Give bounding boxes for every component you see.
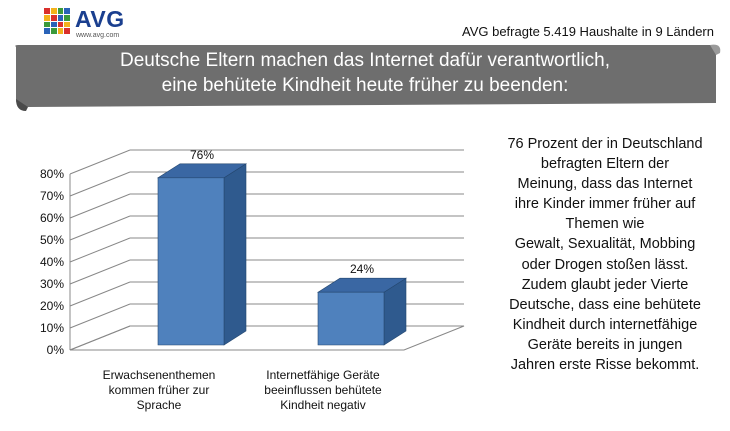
gridline-depth <box>69 259 131 285</box>
headline-banner <box>15 44 721 111</box>
survey-note: AVG befragte 5.419 Haushalte in 9 Länder… <box>462 24 714 39</box>
gridline-depth <box>69 281 131 307</box>
description-line: befragten Eltern der <box>540 156 670 173</box>
description-line: Jahren erste Risse bekommt. <box>510 357 700 374</box>
gridline-depth <box>69 193 131 219</box>
description-line: Kindheit durch internetfähige <box>512 316 698 333</box>
description-line: Zudem glaubt jeder Vierte <box>521 276 689 293</box>
gridline-depth <box>69 149 131 175</box>
y-tick-label: 50% <box>40 233 64 247</box>
bar-side <box>223 163 247 346</box>
description-line: Gewalt, Sexualität, Mobbing <box>514 236 696 253</box>
y-tick-label: 70% <box>40 189 64 203</box>
logo-wordmark: AVG <box>75 6 125 32</box>
description-text: 76 Prozent der in Deutschland befragten E… <box>494 134 716 375</box>
description-line: ihre Kinder immer früher auf <box>514 196 696 213</box>
gridline-depth <box>69 171 131 197</box>
gridline-depth <box>69 325 131 351</box>
bar-front <box>317 291 385 346</box>
x-category-line: beeinflussen behütete <box>264 383 382 397</box>
headline-line-1: Deutsche Eltern machen das Internet dafü… <box>119 50 611 71</box>
description-line: Meinung, dass das Internet <box>517 176 693 193</box>
description-line: oder Drogen stoßen lässt. <box>521 256 689 273</box>
data-label: 76% <box>190 148 214 162</box>
y-tick-label: 10% <box>40 321 64 335</box>
logo-url: www.avg.com <box>76 32 120 39</box>
gridline-depth <box>69 237 131 263</box>
x-category-line: Erwachsenenthemen <box>102 368 216 382</box>
y-tick-label: 20% <box>40 299 64 313</box>
x-category-line: Sprache <box>136 398 182 412</box>
data-label: 24% <box>350 262 374 276</box>
description-line: 76 Prozent der in Deutschland <box>507 136 703 152</box>
headline-line-2: eine behütete Kindheit heute früher zu b… <box>161 75 569 96</box>
y-tick-label: 60% <box>40 211 64 225</box>
headline: Deutsche Eltern machen das Internet dafü… <box>40 48 690 98</box>
bar <box>156 163 248 346</box>
description-line: Deutsche, dass eine behütete <box>509 296 701 313</box>
y-tick-label: 30% <box>40 277 64 291</box>
bar-chart: 0% 10% 20% 30% 40% 50% 60% 70% 80% 76% 24% <box>40 148 465 357</box>
x-category-label: Erwachsenenthemen kommen früher zur Sprach… <box>84 368 234 413</box>
gridline-depth <box>69 215 131 241</box>
x-category-line: Kindheit negativ <box>280 398 366 412</box>
description-line: Themen wie <box>565 216 645 233</box>
y-tick-label: 80% <box>40 167 64 181</box>
gridline-depth <box>69 303 131 329</box>
x-category-line: Internetfähige Geräte <box>266 368 380 382</box>
x-category-label: Internetfähige Geräte beeinflussen behüte… <box>248 368 398 413</box>
bar <box>316 277 408 346</box>
logo-mark-icon <box>44 8 70 34</box>
x-category-line: kommen früher zur <box>108 383 210 397</box>
description-line: Geräte bereits in jungen <box>527 336 683 353</box>
y-tick-label: 40% <box>40 255 64 269</box>
avg-logo: AVG www.avg.com <box>44 6 164 42</box>
bar-front <box>157 177 225 346</box>
y-tick-label: 0% <box>47 343 65 357</box>
